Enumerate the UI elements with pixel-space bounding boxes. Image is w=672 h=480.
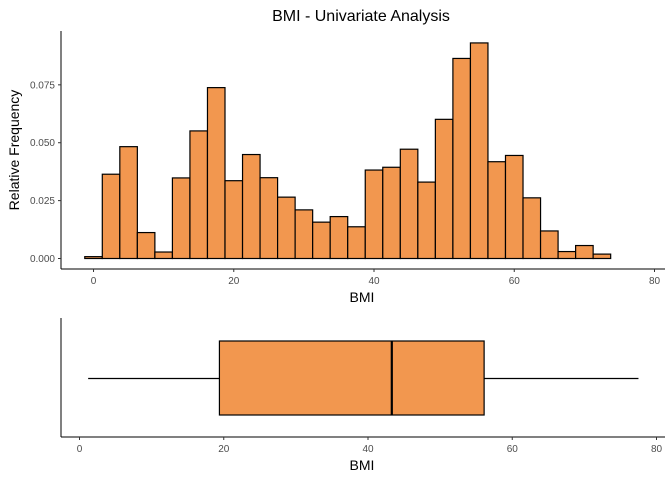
histogram-bar [171,177,191,260]
histogram-bar [399,148,419,260]
histogram-bar [469,42,489,260]
histogram-bar [487,161,507,260]
histogram-x-tick-label: 40 [368,276,380,287]
histogram-y-axis-title: Relative Frequency [6,90,22,211]
histogram-bar [522,197,542,260]
histogram-bar [276,196,296,260]
boxplot-x-tick-label: 80 [651,444,663,455]
boxplot-x-tick-label: 0 [77,444,83,455]
histogram-bar [206,87,226,260]
histogram-bar [84,256,103,260]
histogram-bar [329,215,349,260]
histogram-bar [294,209,314,260]
boxplot-x-axis-title: BMI [350,457,375,473]
boxplot-box [218,340,485,416]
histogram-bar [189,130,209,260]
boxplot [88,340,639,416]
histogram-bar [312,221,331,260]
histogram-bar [347,226,366,260]
histogram-bar [575,244,594,260]
histogram-panel: 0.000 0.025 0.050 0.075 0 20 40 60 80 BMI Relat… [6,31,665,305]
histogram-x-tick-label: 0 [91,276,97,287]
boxplot-panel: 0 20 40 60 80 BMI [60,318,665,473]
histogram-y-tick-label: 0.075 [30,80,55,91]
histogram-bar [224,180,244,260]
histogram-bar [382,166,401,260]
histogram-x-ticks: 0 20 40 60 80 [91,269,661,287]
histogram-bar [557,250,577,260]
histogram-bar [417,181,436,260]
histogram-bar [452,57,472,260]
histogram-x-tick-label: 60 [509,276,521,287]
histogram-bar [101,173,121,260]
histogram-x-axis-title: BMI [350,289,375,305]
histogram-bar [154,251,174,260]
histogram-y-tick-label: 0.000 [30,254,55,265]
histogram-y-tick-label: 0.025 [30,196,55,207]
histogram-bar [504,154,524,260]
histogram-bars [84,42,612,260]
plot-title: BMI - Univariate Analysis [272,8,450,25]
histogram-bar [434,118,454,260]
histogram-bar [364,169,384,260]
histogram-bar [539,230,559,260]
histogram-x-tick-label: 80 [649,276,661,287]
histogram-bar [136,231,156,260]
histogram-bar [592,253,612,260]
boxplot-x-ticks: 0 20 40 60 80 [77,437,663,455]
boxplot-x-tick-label: 40 [362,444,374,455]
boxplot-x-tick-label: 60 [507,444,519,455]
histogram-y-ticks: 0.000 0.025 0.050 0.075 [30,80,61,265]
histogram-bar [259,177,279,260]
histogram-bar [119,146,138,260]
histogram-bar [241,153,261,260]
histogram-y-tick-label: 0.050 [30,138,55,149]
histogram-x-tick-label: 20 [228,276,240,287]
boxplot-x-tick-label: 20 [218,444,230,455]
